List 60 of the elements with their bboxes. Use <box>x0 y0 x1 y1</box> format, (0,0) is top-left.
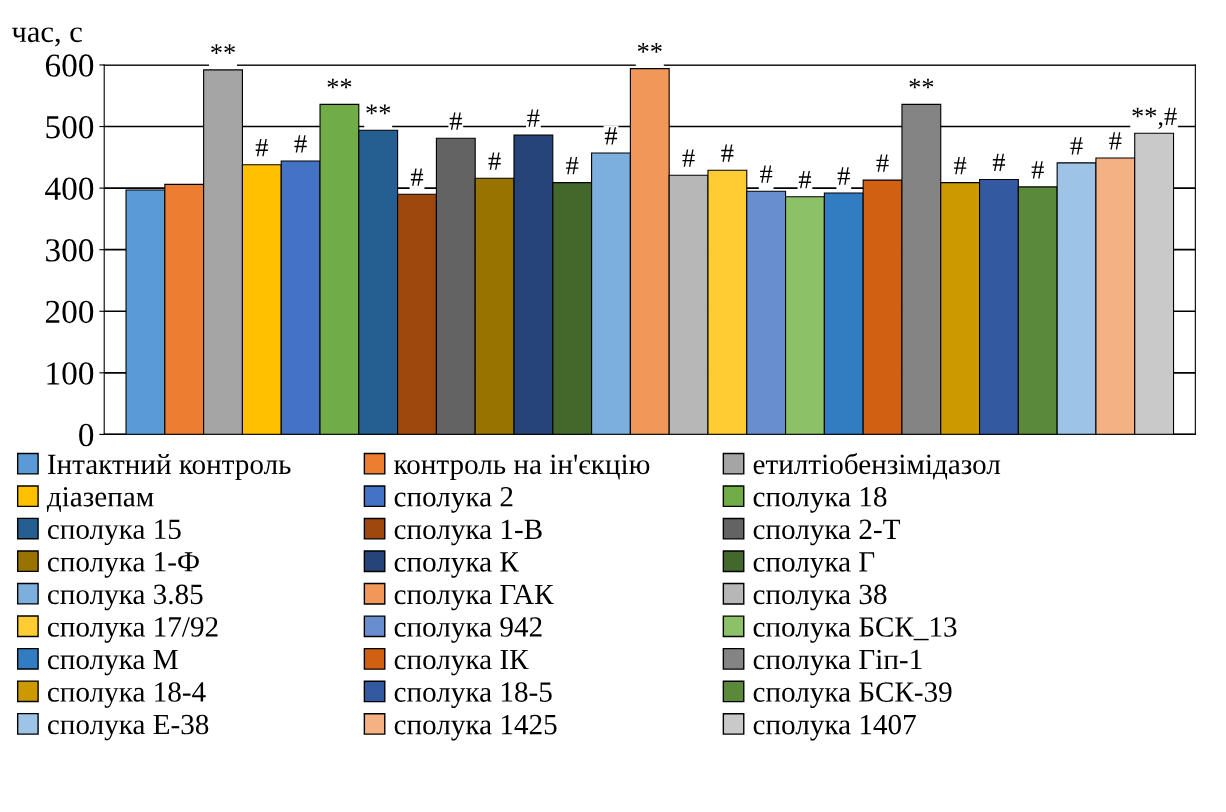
legend-label: сполука 18-5 <box>394 682 552 708</box>
y-tick-label: 100 <box>47 362 94 385</box>
data-label: # <box>1031 161 1044 179</box>
data-label: # <box>954 156 967 175</box>
legend-label: сполука М <box>47 649 178 676</box>
legend-label: сполука 1425 <box>394 714 557 741</box>
data-label: # <box>721 144 734 162</box>
data-label: # <box>449 112 462 130</box>
y-tick-label: 500 <box>46 115 94 139</box>
legend-label: сполука 17/92 <box>47 617 218 643</box>
legend-label: сполука 2 <box>394 487 513 513</box>
legend-label: сполука 942 <box>394 617 542 643</box>
data-label: # <box>798 171 812 189</box>
legend-label: Інтактний контроль <box>47 453 291 481</box>
legend-label: сполука К <box>394 552 519 578</box>
y-tick-label: 400 <box>45 177 94 201</box>
data-label: ** <box>211 44 235 54</box>
data-label: # <box>410 168 424 186</box>
data-label: # <box>876 154 889 172</box>
data-label: # <box>566 156 579 175</box>
data-label: ** <box>909 78 934 89</box>
legend-label: сполука Е-38 <box>47 714 209 741</box>
legend-label: сполука 1407 <box>753 714 916 741</box>
legend-label: сполука Г <box>753 552 875 578</box>
y-tick-label: 200 <box>45 300 94 324</box>
legend-label: сполука 18 <box>753 486 887 513</box>
legend-label: сполука 3.85 <box>47 584 203 611</box>
legend-label: етилтіобензімідазол <box>753 453 1001 480</box>
data-label: # <box>1070 137 1083 155</box>
data-label: # <box>682 149 695 167</box>
legend-label: сполука БСК_13 <box>753 617 957 643</box>
legend-label: сполука Гіп-1 <box>753 649 922 676</box>
data-label: ** <box>366 104 391 115</box>
legend-label: сполука ІК <box>394 649 529 676</box>
legend-label: сполука 15 <box>47 519 181 546</box>
legend-label: діазепам <box>46 487 154 512</box>
legend-label: сполука ГАК <box>394 584 554 611</box>
data-label: # <box>604 127 618 145</box>
data-label: # <box>527 109 540 127</box>
data-label: ** <box>637 42 662 53</box>
y-tick-label: 0 <box>79 423 94 447</box>
data-label: # <box>760 165 773 183</box>
data-label: # <box>1109 132 1122 150</box>
y-tick-label: 600 <box>45 54 94 77</box>
data-label: # <box>255 139 268 157</box>
legend-label: сполука 1-В <box>394 519 542 546</box>
legend-label: сполука 38 <box>753 584 887 611</box>
data-label: # <box>294 135 307 153</box>
legend-label: сполука 1-Ф <box>47 552 199 578</box>
legend-label: сполука 18-4 <box>47 682 206 708</box>
data-label: # <box>837 167 850 185</box>
data-label: ** <box>327 78 352 89</box>
data-label: **,# <box>1132 107 1177 129</box>
y-tick-label: 300 <box>46 239 94 262</box>
data-label: # <box>992 153 1006 172</box>
legend-label: сполука БСК-39 <box>753 682 952 708</box>
y-axis-title: час, с <box>11 27 82 47</box>
data-label: # <box>488 152 501 170</box>
legend-label: сполука 2-Т <box>753 519 900 546</box>
legend-label: контроль на ін'єкцію <box>394 454 650 481</box>
